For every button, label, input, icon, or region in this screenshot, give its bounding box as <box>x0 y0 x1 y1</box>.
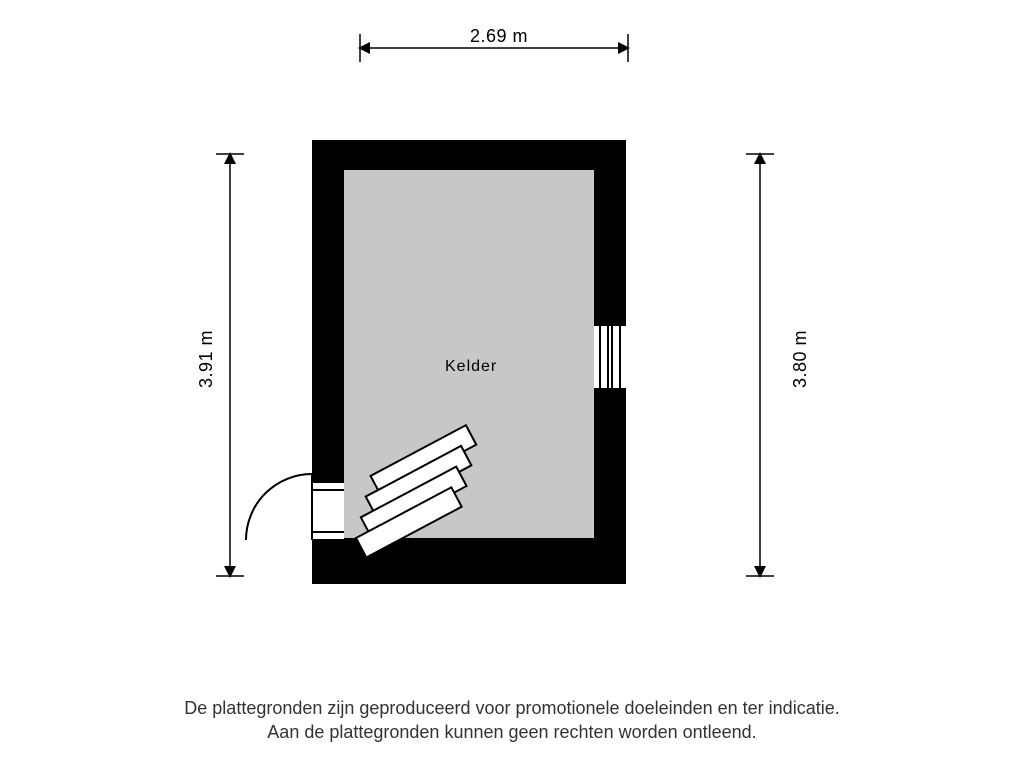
wall-right-upper <box>594 140 626 326</box>
room-label: Kelder <box>445 358 497 376</box>
footer-line-1: De plattegronden zijn geproduceerd voor … <box>0 696 1024 720</box>
window <box>594 326 626 388</box>
dimension-right <box>746 154 774 576</box>
wall-left-lower <box>312 540 344 584</box>
dimension-left <box>216 154 244 576</box>
footer-disclaimer: De plattegronden zijn geproduceerd voor … <box>0 696 1024 745</box>
dimension-left-label: 3.91 m <box>196 330 217 388</box>
floorplan-canvas: 2.69 m 3.91 m 3.80 m Kelder De plattegro… <box>0 0 1024 768</box>
dimension-right-label: 3.80 m <box>790 330 811 388</box>
dimension-top-label: 2.69 m <box>470 26 528 47</box>
wall-right-lower <box>594 388 626 584</box>
footer-line-2: Aan de plattegronden kunnen geen rechten… <box>0 720 1024 744</box>
wall-left-upper <box>312 140 344 482</box>
door <box>246 474 344 540</box>
plan-svg <box>0 0 1024 768</box>
wall-top <box>312 140 626 170</box>
